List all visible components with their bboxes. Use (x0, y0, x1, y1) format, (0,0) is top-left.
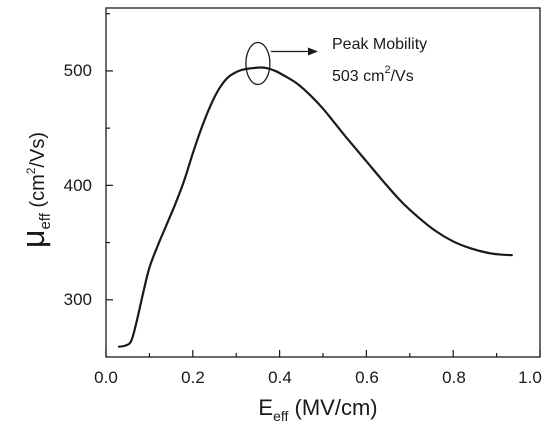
x-tick-label: 0.8 (442, 368, 466, 387)
y-tick-label: 400 (64, 176, 92, 195)
peak-marker-ellipse (245, 41, 271, 86)
annotation-arrow-head (308, 47, 318, 56)
y-axis-label: μeff (cm2/Vs) (15, 132, 54, 248)
annotation-title: Peak Mobility (332, 36, 427, 53)
plot-frame (105, 7, 541, 358)
y-tick-label: 300 (64, 290, 92, 309)
x-tick-label: 0.0 (94, 368, 118, 387)
x-tick-label: 0.4 (268, 368, 292, 387)
annotation-value: 503 cm2/Vs (332, 64, 414, 85)
y-tick-label: 500 (64, 61, 92, 80)
x-tick-label: 0.2 (181, 368, 205, 387)
x-tick-label: 0.6 (355, 368, 379, 387)
mobility-curve (117, 66, 513, 348)
x-axis-label: Eeff (MV/cm) (258, 395, 377, 424)
plot-area (105, 7, 541, 358)
x-tick-label: 1.0 (518, 368, 542, 387)
